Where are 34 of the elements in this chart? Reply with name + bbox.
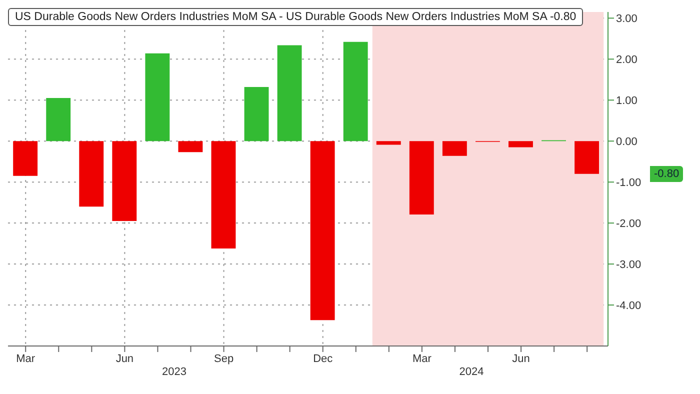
bar xyxy=(343,42,368,142)
bar xyxy=(211,141,236,248)
y-tick-label: -4.00 xyxy=(616,300,642,312)
bar xyxy=(79,141,104,207)
bar xyxy=(310,141,335,320)
bar xyxy=(112,141,137,222)
y-tick-label: -1.00 xyxy=(616,176,642,189)
x-tick-label: Jun xyxy=(116,352,134,365)
y-tick-label: -2.00 xyxy=(616,218,642,230)
bar xyxy=(46,98,71,142)
y-tick-label: 3.00 xyxy=(616,13,638,26)
bar xyxy=(574,141,600,174)
x-tick-label: Mar xyxy=(412,352,432,365)
text: US Durable Goods New Orders Industries MoM SA - US Durable Goods New Orders Industries MoM SA -0.80 xyxy=(8,8,584,26)
bar xyxy=(442,141,467,156)
text: 2024 xyxy=(458,366,485,378)
bar xyxy=(145,53,170,142)
bar xyxy=(376,141,401,145)
bar xyxy=(277,45,302,142)
bar xyxy=(178,141,203,152)
text: 2023 xyxy=(160,366,188,378)
x-tick-label: Dec xyxy=(313,352,334,365)
text: -0.80 xyxy=(654,168,680,180)
y-tick-label: 2.00 xyxy=(616,54,638,66)
x-tick-label: Sep xyxy=(214,352,234,365)
x-tick-label: Mar xyxy=(16,352,36,365)
bar xyxy=(508,141,533,148)
bar xyxy=(244,86,269,142)
bar xyxy=(409,141,434,214)
x-tick-label: Jun xyxy=(512,352,530,365)
bar xyxy=(13,141,38,176)
y-tick-label: 0.00 xyxy=(616,136,638,148)
y-tick-label: 1.00 xyxy=(616,95,638,108)
y-tick-label: -3.00 xyxy=(616,258,642,271)
